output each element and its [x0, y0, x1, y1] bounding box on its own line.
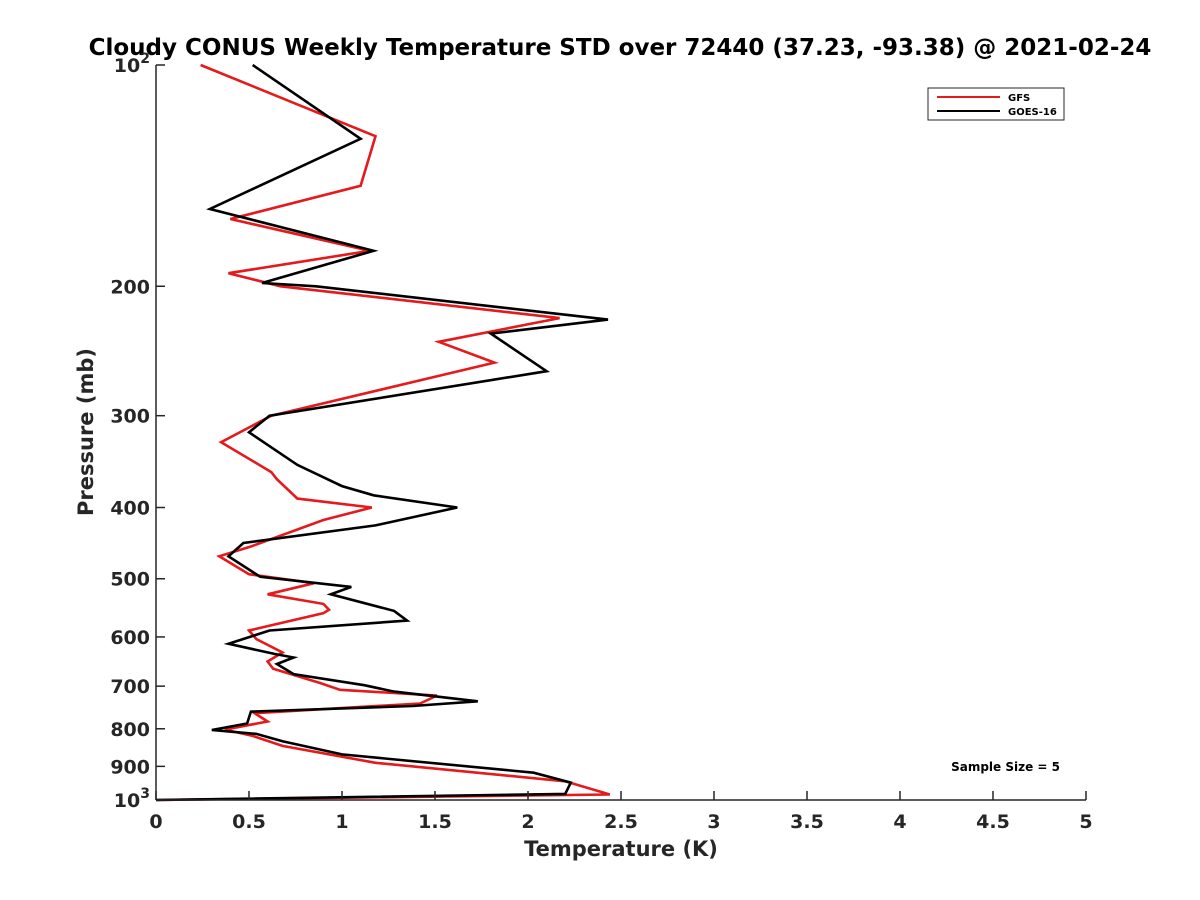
x-tick-label: 0: [149, 811, 162, 833]
y-ticks: 102 200 300 400 500 600 700 800 900 103: [110, 51, 165, 812]
plot-lines: [155, 63, 611, 802]
series-line-goes16: [155, 63, 609, 802]
y-tick-label: 103: [114, 786, 150, 812]
y-tick-label: 300: [110, 406, 150, 428]
series-line-gfs: [155, 63, 611, 802]
x-axis-label: Temperature (K): [524, 837, 718, 861]
legend-box: [927, 87, 1065, 121]
x-tick-label: 4.5: [976, 811, 1010, 833]
x-tick-label: 5: [1079, 811, 1092, 833]
y-tick-label: 500: [110, 569, 150, 591]
x-tick-label: 3: [707, 811, 720, 833]
x-tick-label: 1: [335, 811, 348, 833]
x-tick-label: 2.5: [604, 811, 638, 833]
x-tick-label: 1.5: [418, 811, 452, 833]
y-tick-label: 200: [110, 276, 150, 298]
x-tick-label: 0.5: [232, 811, 266, 833]
y-tick-label: 800: [110, 719, 150, 741]
x-tick-label: 4: [893, 811, 906, 833]
y-tick-label: 600: [110, 627, 150, 649]
legend-label-goes16: GOES-16: [1008, 107, 1057, 118]
y-tick-label: 102: [114, 51, 150, 77]
chart-title: Cloudy CONUS Weekly Temperature STD over…: [89, 35, 1152, 61]
y-tick-label: 900: [110, 756, 150, 778]
legend: GFS GOES-16: [927, 87, 1065, 121]
x-ticks: 0 0.5 1 1.5 2 2.5 3 3.5 4 4.5 5: [149, 791, 1093, 833]
sample-size-annotation: Sample Size = 5: [951, 760, 1060, 774]
x-tick-label: 2: [521, 811, 534, 833]
y-tick-label: 400: [110, 498, 150, 520]
x-tick-label: 3.5: [790, 811, 824, 833]
y-tick-label: 700: [110, 676, 150, 698]
y-axis-label: Pressure (mb): [74, 348, 98, 516]
legend-label-gfs: GFS: [1008, 93, 1030, 104]
